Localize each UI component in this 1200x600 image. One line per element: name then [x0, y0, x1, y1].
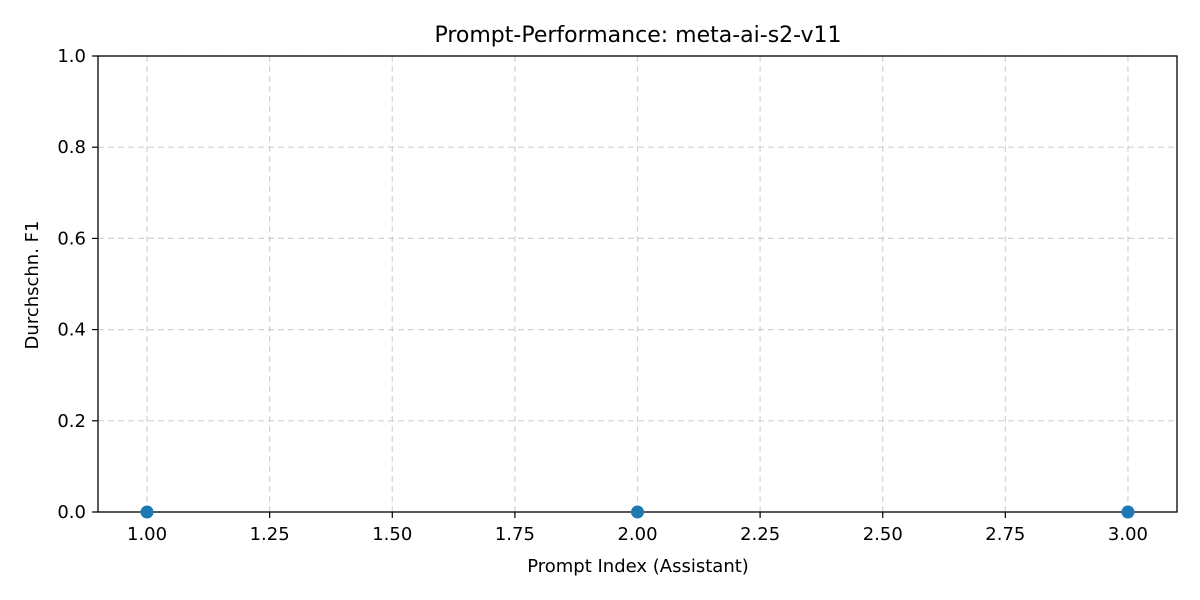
data-point	[631, 505, 644, 519]
x-tick-label: 1.50	[372, 524, 412, 545]
y-tick-label: 1.0	[57, 46, 86, 67]
y-tick-label: 0.4	[57, 320, 86, 341]
x-tick-label: 1.25	[250, 524, 290, 545]
y-tick-label: 0.8	[57, 137, 86, 158]
x-tick-label: 3.00	[1108, 524, 1148, 545]
x-tick-label: 1.00	[127, 524, 167, 545]
x-tick-label: 2.25	[740, 524, 780, 545]
y-axis-label: Durchschn. F1	[22, 221, 43, 350]
chart-title: Prompt-Performance: meta-ai-s2-v11	[434, 23, 841, 48]
x-axis-label: Prompt Index (Assistant)	[527, 556, 749, 577]
y-tick-label: 0.0	[57, 502, 86, 523]
axis-ticks: 1.00 1.25 1.50 1.75 2.00 2.25 2.50 2.75 3.00 0.0 0…	[57, 46, 1148, 545]
y-tick-label: 0.6	[57, 228, 86, 249]
x-tick-label: 1.75	[495, 524, 535, 545]
x-tick-label: 2.75	[985, 524, 1025, 545]
grid	[98, 55, 1177, 513]
plot-area-frame	[97, 55, 1178, 513]
y-tick-label: 0.2	[57, 411, 86, 432]
data-points	[140, 505, 1135, 519]
data-point	[140, 505, 154, 519]
x-tick-label: 2.00	[617, 524, 657, 545]
x-tick-label: 2.50	[863, 524, 903, 545]
data-point	[1121, 505, 1135, 519]
